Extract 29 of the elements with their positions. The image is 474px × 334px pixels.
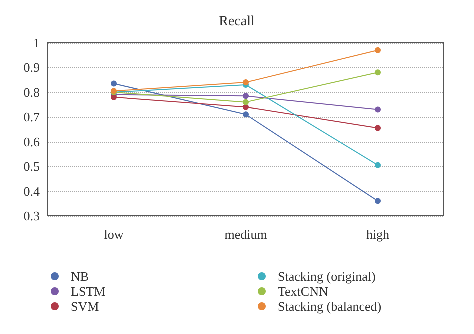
point	[243, 93, 249, 100]
y-tick-label: 0.9	[24, 60, 40, 76]
legend-label: LSTM	[71, 284, 106, 299]
point	[375, 70, 381, 76]
y-tick-label: 0.5	[24, 159, 40, 174]
y-tick-label: 1	[34, 36, 40, 50]
point	[375, 125, 381, 132]
legend-label: TextCNN	[278, 284, 329, 299]
point	[375, 198, 381, 204]
x-tick-label: high	[366, 227, 390, 242]
point	[111, 80, 117, 87]
y-tick-label: 0.6	[24, 134, 40, 150]
legend-label: NB	[71, 269, 90, 284]
legend-label: Stacking (balanced)	[278, 299, 382, 314]
y-tick-label: 0.4	[24, 184, 40, 199]
y-tick-label: 0.3	[24, 208, 40, 224]
point	[375, 47, 381, 54]
y-tick-label: 0.7	[24, 110, 40, 125]
point	[243, 112, 249, 118]
y-tick-label: 0.8	[24, 84, 40, 100]
legend-label: SVM	[71, 299, 100, 314]
point	[375, 106, 381, 113]
x-tick-label: low	[104, 227, 124, 242]
point	[243, 80, 249, 86]
chart-title: Recall	[219, 14, 255, 30]
legend-label: Stacking (original)	[278, 269, 376, 284]
point	[243, 99, 249, 106]
x-tick-label: medium	[224, 227, 268, 242]
point	[375, 162, 381, 168]
